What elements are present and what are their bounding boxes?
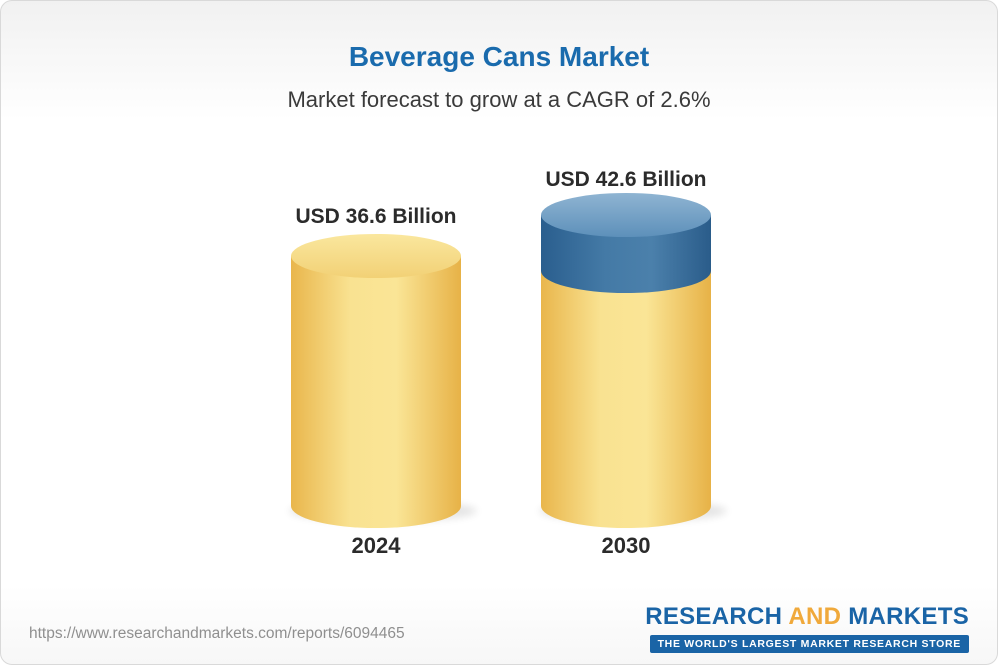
logo-wordmark: RESEARCH AND MARKETS (645, 603, 969, 631)
cylinder-2024-bottom (291, 484, 461, 528)
chart-title: Beverage Cans Market (348, 41, 650, 72)
logo-tagline: THE WORLD'S LARGEST MARKET RESEARCH STOR… (649, 635, 969, 653)
report-url: https://www.researchandmarkets.com/repor… (29, 625, 405, 642)
cylinder-2024 (289, 234, 477, 528)
cylinder-2030-body (541, 271, 711, 506)
logo-word-and: AND (788, 603, 842, 630)
category-label-2030: 2030 (601, 533, 651, 558)
cylinder-2030-bottom (541, 484, 711, 528)
cylinder-2024-top (291, 234, 461, 278)
value-label-2030: USD 42.6 Billion (545, 168, 707, 191)
logo-word-research: RESEARCH (645, 603, 783, 630)
cylinder-2024-body (291, 256, 461, 506)
logo-word-markets: MARKETS (848, 603, 969, 630)
cylinder-2030-cap-top (541, 193, 711, 237)
chart-subtitle: Market forecast to grow at a CAGR of 2.6… (287, 87, 711, 112)
category-label-2024: 2024 (351, 533, 401, 558)
research-and-markets-logo: RESEARCH AND MARKETS THE WORLD'S LARGEST… (645, 603, 969, 653)
cylinder-2030 (539, 193, 727, 528)
value-label-2024: USD 36.6 Billion (295, 205, 457, 228)
